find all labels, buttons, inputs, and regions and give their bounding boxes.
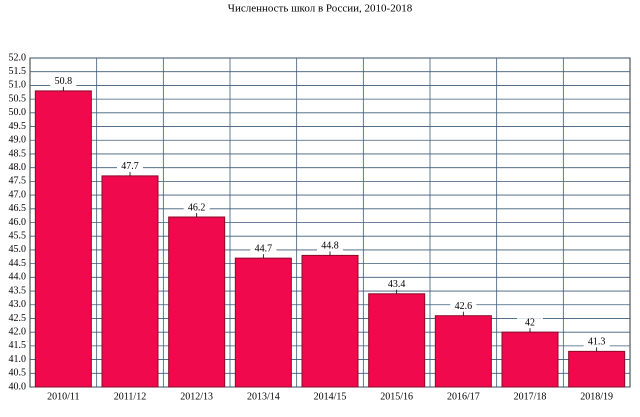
y-tick-label: 51.5 xyxy=(9,66,27,77)
y-tick-label: 49.0 xyxy=(9,135,27,146)
y-tick-label: 41.0 xyxy=(9,354,27,365)
label-box xyxy=(50,76,77,87)
y-tick-label: 44.0 xyxy=(9,272,27,283)
x-tick-label: 2015/16 xyxy=(380,391,413,402)
x-tick-label: 2016/17 xyxy=(447,391,480,402)
bar xyxy=(434,315,492,388)
y-tick-label: 46.5 xyxy=(9,203,27,214)
y-tick-label: 45.5 xyxy=(9,231,27,242)
y-tick-label: 42.0 xyxy=(9,326,27,337)
x-tick-label: 2010/11 xyxy=(47,391,79,402)
value-label: 44.7 xyxy=(255,243,273,254)
label-box xyxy=(450,301,477,312)
y-tick-label: 40.5 xyxy=(9,368,27,379)
chart-title: Численность школ в России, 2010-2018 xyxy=(228,3,413,15)
x-tick-label: 2013/14 xyxy=(247,391,280,402)
y-tick-label: 44.5 xyxy=(9,258,27,269)
y-tick-label: 45.0 xyxy=(9,244,27,255)
y-tick-label: 43.0 xyxy=(9,299,27,310)
value-label: 44.8 xyxy=(321,241,339,252)
y-tick-label: 50.0 xyxy=(9,107,27,118)
bar xyxy=(301,254,359,388)
label-box xyxy=(383,279,410,290)
label-box xyxy=(117,161,143,172)
x-tick-label: 2014/15 xyxy=(314,391,347,402)
bar xyxy=(568,350,626,388)
label-box xyxy=(183,203,210,214)
value-label: 46.2 xyxy=(188,202,206,213)
bar xyxy=(168,216,226,388)
y-tick-label: 48.5 xyxy=(9,148,27,159)
value-label: 47.7 xyxy=(121,161,139,172)
value-label: 41.3 xyxy=(588,337,606,348)
bar xyxy=(501,331,559,388)
value-label: 42 xyxy=(525,317,535,328)
value-label: 43.4 xyxy=(388,279,406,290)
y-tick-label: 40.0 xyxy=(9,381,27,392)
y-tick-label: 41.5 xyxy=(9,340,27,351)
label-box xyxy=(517,318,543,329)
bar xyxy=(234,257,292,388)
y-tick-label: 51.0 xyxy=(9,80,27,91)
y-tick-label: 52.0 xyxy=(9,52,27,63)
bar xyxy=(101,175,159,388)
x-tick-label: 2012/13 xyxy=(180,391,213,402)
y-tick-label: 46.0 xyxy=(9,217,27,228)
x-tick-label: 2018/19 xyxy=(580,391,613,402)
value-label: 50.8 xyxy=(55,76,73,87)
bar xyxy=(368,293,426,388)
y-tick-label: 48.0 xyxy=(9,162,27,173)
y-tick-label: 47.0 xyxy=(9,189,27,200)
label-box xyxy=(317,241,343,252)
x-tick-label: 2011/12 xyxy=(114,391,146,402)
y-tick-label: 47.5 xyxy=(9,176,27,187)
y-tick-label: 42.5 xyxy=(9,313,27,324)
y-tick-label: 49.5 xyxy=(9,121,27,132)
y-tick-label: 43.5 xyxy=(9,285,27,296)
label-box xyxy=(250,244,277,255)
label-box xyxy=(583,337,610,348)
x-tick-label: 2017/18 xyxy=(514,391,547,402)
y-tick-label: 50.5 xyxy=(9,93,27,104)
value-label: 42.6 xyxy=(455,301,473,312)
bar xyxy=(34,90,92,388)
